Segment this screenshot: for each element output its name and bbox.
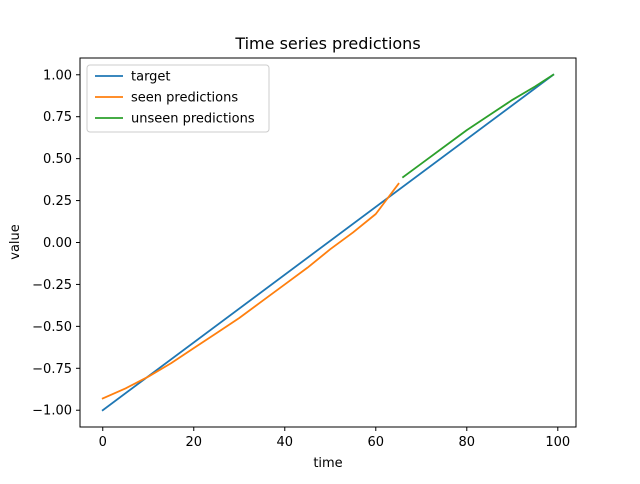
y-tick-label: −0.25 [32, 278, 72, 293]
y-tick-label: −0.50 [32, 320, 72, 335]
legend-box [86, 64, 270, 133]
legend: target seen predictions unseen predictions [86, 64, 270, 133]
y-tick-label: −0.75 [32, 362, 72, 377]
chart-title: Time series predictions [234, 34, 420, 53]
x-tick-label: 0 [99, 435, 107, 450]
y-tick-label: 0.00 [43, 236, 72, 251]
x-tick-label: 80 [459, 435, 476, 450]
y-tick-label: 0.50 [43, 152, 72, 167]
y-tick-label: −1.00 [32, 404, 72, 419]
x-tick-label: 60 [368, 435, 385, 450]
y-tick-label: 1.00 [43, 68, 72, 83]
legend-label: target [131, 70, 171, 85]
series-line-target [101, 73, 555, 412]
series-line-seen-predictions [101, 182, 400, 400]
x-tick-label: 40 [276, 435, 293, 450]
x-tick-label: 100 [545, 435, 570, 450]
axes: 0 20 40 60 80 100 −1.00 −0.75 −0.50 −0.25 0.00 0.25… [32, 57, 577, 450]
series-line-unseen-predictions [401, 73, 555, 179]
x-axis-label: time [313, 456, 342, 471]
plot-area [101, 73, 555, 412]
y-tick-label: 0.75 [43, 110, 72, 125]
legend-label: unseen predictions [131, 112, 255, 127]
x-tick-label: 20 [185, 435, 202, 450]
legend-label: seen predictions [131, 91, 238, 106]
y-axis-label: value [8, 224, 23, 260]
y-tick-label: 0.25 [43, 194, 72, 209]
